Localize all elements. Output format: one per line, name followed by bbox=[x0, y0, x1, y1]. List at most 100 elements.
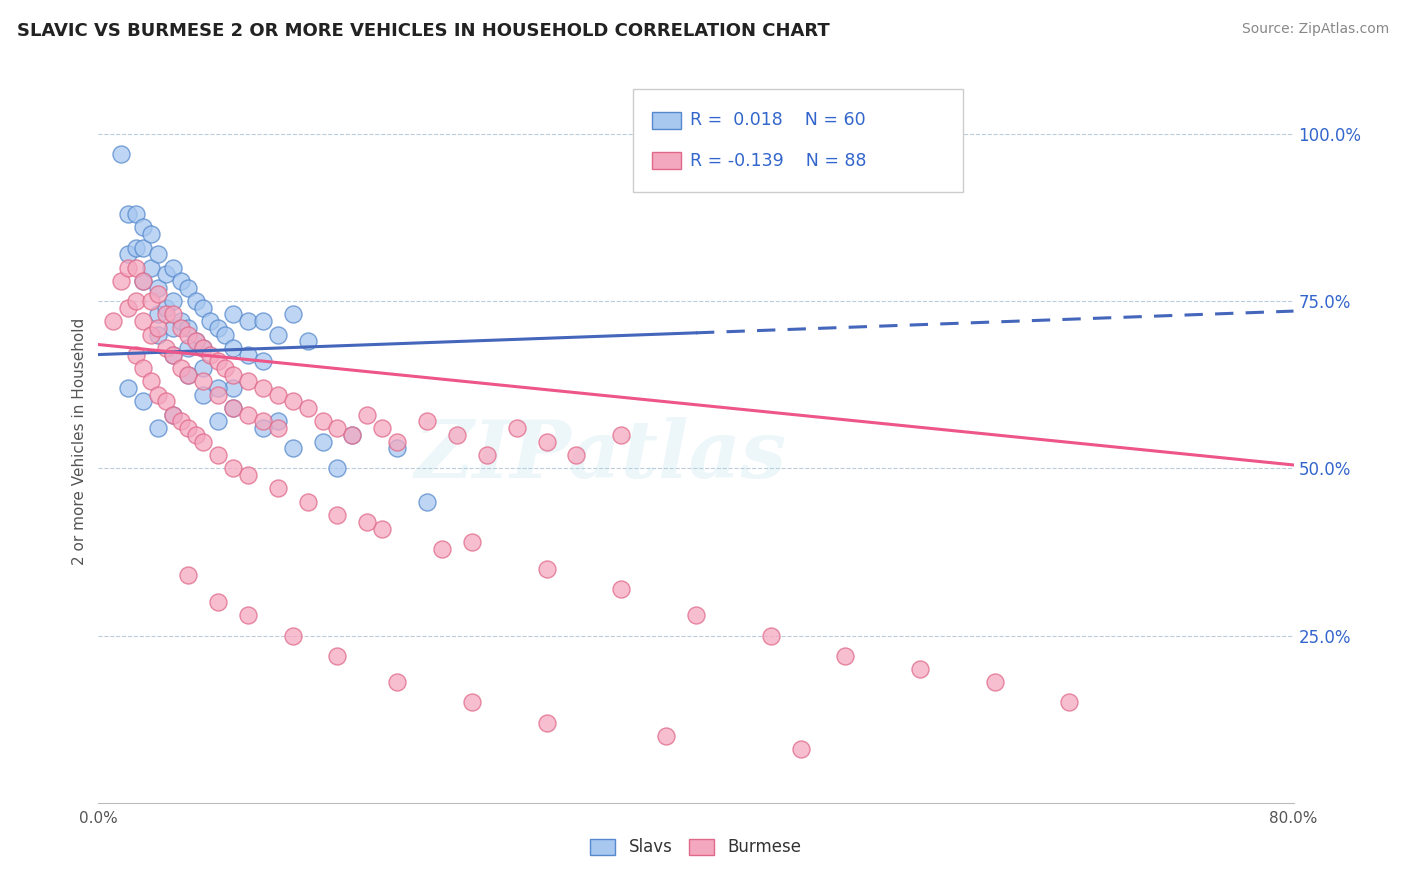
Point bbox=[475, 448, 498, 462]
Point bbox=[610, 582, 633, 596]
Point bbox=[207, 448, 229, 462]
Point bbox=[685, 608, 707, 623]
Point bbox=[207, 414, 229, 429]
Text: R =  0.018    N = 60: R = 0.018 N = 60 bbox=[690, 112, 866, 129]
Point bbox=[177, 327, 200, 342]
Point bbox=[222, 368, 245, 382]
Point bbox=[297, 334, 319, 349]
Point bbox=[342, 427, 364, 442]
Point bbox=[789, 742, 811, 756]
Point bbox=[132, 274, 155, 288]
Point bbox=[371, 421, 394, 435]
Point bbox=[252, 354, 274, 368]
Point bbox=[132, 314, 155, 328]
Point bbox=[267, 414, 290, 429]
Point bbox=[125, 241, 148, 255]
Point bbox=[155, 307, 177, 322]
Point bbox=[139, 294, 162, 309]
Point bbox=[148, 321, 170, 335]
Point bbox=[236, 348, 259, 362]
Point bbox=[191, 387, 214, 401]
Point bbox=[155, 394, 177, 409]
Point bbox=[385, 442, 409, 455]
Text: ZIPatlas: ZIPatlas bbox=[415, 417, 786, 495]
Point bbox=[311, 414, 333, 429]
Point bbox=[191, 301, 214, 315]
Point bbox=[125, 260, 148, 275]
Point bbox=[148, 287, 170, 301]
Point bbox=[125, 348, 148, 362]
Point bbox=[191, 361, 214, 376]
Y-axis label: 2 or more Vehicles in Household: 2 or more Vehicles in Household bbox=[72, 318, 87, 566]
Point bbox=[297, 401, 319, 416]
Point bbox=[236, 314, 259, 328]
Point bbox=[110, 147, 132, 161]
Point bbox=[184, 294, 207, 309]
Point bbox=[207, 381, 229, 395]
Point bbox=[236, 408, 259, 422]
Point bbox=[148, 387, 170, 401]
Point bbox=[162, 408, 184, 422]
Point bbox=[148, 421, 170, 435]
Point bbox=[356, 408, 378, 422]
Point bbox=[297, 494, 319, 508]
Point bbox=[132, 274, 155, 288]
Point bbox=[162, 348, 184, 362]
Point bbox=[200, 348, 222, 362]
Point bbox=[177, 368, 200, 382]
Point bbox=[191, 341, 214, 355]
Point bbox=[222, 401, 245, 416]
Point bbox=[281, 442, 304, 455]
Point bbox=[207, 595, 229, 609]
Point bbox=[125, 207, 148, 221]
Point bbox=[177, 321, 200, 335]
Point bbox=[162, 321, 184, 335]
Point bbox=[132, 220, 155, 235]
Text: R = -0.139    N = 88: R = -0.139 N = 88 bbox=[690, 152, 868, 169]
Point bbox=[1059, 696, 1081, 710]
Point bbox=[446, 427, 468, 442]
Point bbox=[191, 375, 214, 389]
Point bbox=[169, 274, 191, 288]
Point bbox=[252, 381, 274, 395]
Point bbox=[222, 341, 245, 355]
Point bbox=[252, 414, 274, 429]
Point bbox=[139, 327, 162, 342]
Point bbox=[252, 314, 274, 328]
Point bbox=[326, 421, 349, 435]
Point bbox=[110, 274, 132, 288]
Point bbox=[177, 421, 200, 435]
Point bbox=[169, 414, 191, 429]
Point bbox=[252, 421, 274, 435]
Point bbox=[984, 675, 1007, 690]
Point bbox=[759, 628, 782, 642]
Point bbox=[155, 268, 177, 282]
Point bbox=[132, 394, 155, 409]
Point bbox=[506, 421, 529, 435]
Point bbox=[191, 341, 214, 355]
Point bbox=[148, 247, 170, 261]
Point bbox=[132, 241, 155, 255]
Point bbox=[184, 427, 207, 442]
Point bbox=[207, 321, 229, 335]
Point bbox=[177, 568, 200, 582]
Point bbox=[191, 434, 214, 449]
Point bbox=[267, 482, 290, 496]
Point bbox=[207, 354, 229, 368]
Legend: Slavs, Burmese: Slavs, Burmese bbox=[583, 831, 808, 863]
Point bbox=[155, 341, 177, 355]
Point bbox=[117, 260, 139, 275]
Point bbox=[267, 387, 290, 401]
Point bbox=[536, 562, 558, 576]
Point bbox=[326, 648, 349, 663]
Point bbox=[267, 421, 290, 435]
Point bbox=[184, 334, 207, 349]
Point bbox=[139, 227, 162, 242]
Point bbox=[908, 662, 931, 676]
Point bbox=[356, 515, 378, 529]
Point bbox=[236, 375, 259, 389]
Point bbox=[416, 494, 439, 508]
Point bbox=[148, 327, 170, 342]
Point bbox=[236, 467, 259, 482]
Text: Source: ZipAtlas.com: Source: ZipAtlas.com bbox=[1241, 22, 1389, 37]
